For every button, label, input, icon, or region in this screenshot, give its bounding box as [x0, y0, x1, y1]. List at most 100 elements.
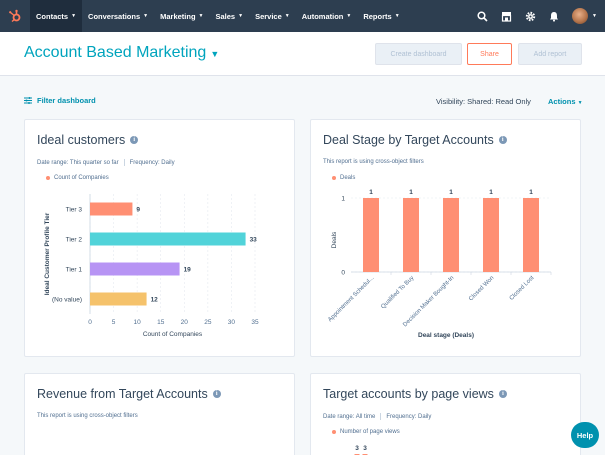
- visibility-status[interactable]: Visibility: Shared: Read Only: [436, 97, 531, 106]
- chevron-down-icon: ▼: [284, 13, 290, 19]
- data-label: 19: [184, 267, 192, 274]
- x-tick-label: Appointment Schedul...: [327, 275, 375, 323]
- legend-label: Number of page views: [340, 429, 400, 435]
- data-label: 33: [250, 237, 258, 244]
- date-range: Date range: All time: [323, 414, 376, 421]
- nav-item-sales[interactable]: Sales ▼: [210, 0, 250, 32]
- data-label: 3: [355, 445, 359, 452]
- data-label: 1: [489, 189, 493, 196]
- x-axis-label: Count of Companies: [143, 331, 203, 338]
- caret-down-icon[interactable]: ▼: [210, 49, 220, 59]
- marketplace-icon[interactable]: [494, 0, 518, 32]
- data-label: 1: [529, 189, 533, 196]
- create-dashboard-button[interactable]: Create dashboard: [375, 43, 462, 65]
- chart-legend: Number of page views: [332, 429, 400, 435]
- report-title-label: Deal Stage by Target Accounts: [323, 133, 494, 147]
- report-card-ideal-customers: Ideal customers i Date range: This quarte…: [24, 119, 295, 357]
- top-navigation: Contacts ▼ Conversations ▼ Marketing ▼ Sales ▼ S…: [0, 0, 605, 32]
- bar: [403, 198, 419, 272]
- bar: [523, 198, 539, 272]
- legend-dot: [46, 176, 50, 180]
- report-title-label: Ideal customers: [37, 133, 126, 147]
- chevron-down-icon: ▼: [577, 100, 583, 106]
- bar: [90, 262, 180, 276]
- nav-item-label: Automation: [301, 11, 344, 21]
- nav-item-service[interactable]: Service ▼: [249, 0, 296, 32]
- filter-dashboard-button[interactable]: Filter dashboard: [24, 96, 96, 105]
- info-icon[interactable]: i: [498, 390, 507, 398]
- nav-item-automation[interactable]: Automation ▼: [296, 0, 358, 32]
- y-tick-label: 1: [341, 196, 345, 203]
- deal-stage-chart: 0 1 1 Appointment Schedul... 1 Qualified To B…: [327, 189, 552, 339]
- x-tick-label: 5: [112, 319, 116, 326]
- report-meta: Date range: This quarter so far Frequency…: [37, 159, 175, 166]
- info-icon[interactable]: i: [212, 390, 221, 398]
- page-views-chart: 333: [354, 445, 368, 455]
- x-tick-label: 35: [251, 319, 259, 326]
- nav-item-marketing[interactable]: Marketing ▼: [154, 0, 209, 32]
- nav-item-label: Contacts: [36, 11, 69, 21]
- filter-dashboard-label: Filter dashboard: [37, 96, 96, 105]
- nav-item-label: Conversations: [88, 11, 141, 21]
- x-tick-label: 25: [204, 319, 212, 326]
- nav-item-label: Service: [255, 11, 282, 21]
- nav-item-reports[interactable]: Reports ▼: [357, 0, 405, 32]
- frequency: Frequency: Daily: [386, 414, 432, 421]
- account-menu[interactable]: ▼: [566, 0, 605, 32]
- chevron-down-icon: ▼: [592, 13, 597, 19]
- data-label: 1: [369, 189, 373, 196]
- bar: [90, 292, 147, 306]
- bar: [443, 198, 459, 272]
- y-axis-label: Deals: [331, 231, 338, 248]
- hubspot-logo-icon[interactable]: [0, 0, 30, 32]
- notifications-icon[interactable]: [542, 0, 566, 32]
- bar: [90, 202, 133, 216]
- avatar[interactable]: [572, 8, 589, 24]
- y-tick-label: Tier 3: [66, 207, 83, 214]
- report-title[interactable]: Target accounts by page views i: [323, 387, 507, 401]
- filter-icon: [24, 97, 32, 104]
- data-label: 12: [151, 297, 159, 304]
- dashboard-title[interactable]: Account Based Marketing ▼: [24, 44, 219, 62]
- help-button[interactable]: Help: [571, 422, 599, 448]
- bar: [363, 198, 379, 272]
- chart-legend: Count of Companies: [46, 175, 109, 181]
- report-title[interactable]: Revenue from Target Accounts i: [37, 387, 221, 401]
- report-title[interactable]: Ideal customers i: [37, 133, 139, 147]
- report-title[interactable]: Deal Stage by Target Accounts i: [323, 133, 507, 147]
- share-button[interactable]: Share: [467, 43, 512, 65]
- cross-object-note: This report is using cross-object filter…: [37, 413, 138, 419]
- x-tick-label: Closed Won: [468, 275, 495, 302]
- report-card-deal-stage: Deal Stage by Target Accounts i This repo…: [310, 119, 581, 357]
- report-meta: Date range: All time Frequency: Daily: [323, 413, 431, 420]
- actions-label: Actions: [548, 97, 576, 106]
- dashboard-title-label: Account Based Marketing: [24, 44, 207, 61]
- y-axis-label: Ideal Customer Profile Tier: [44, 212, 51, 295]
- info-icon[interactable]: i: [498, 136, 507, 144]
- chevron-down-icon: ▼: [238, 13, 244, 19]
- data-label: 9: [136, 207, 140, 214]
- add-report-button[interactable]: Add report: [518, 43, 582, 65]
- chevron-down-icon: ▼: [198, 13, 204, 19]
- bar: [90, 232, 246, 246]
- nav-item-conversations[interactable]: Conversations ▼: [82, 0, 154, 32]
- x-tick-label: Closed Lost: [509, 275, 536, 302]
- nav-item-contacts[interactable]: Contacts ▼: [30, 0, 83, 32]
- cross-object-note: This report is using cross-object filter…: [323, 159, 424, 165]
- settings-icon[interactable]: [518, 0, 542, 32]
- chevron-down-icon: ▼: [71, 13, 77, 19]
- x-axis-label: Deal stage (Deals): [418, 332, 474, 339]
- info-icon[interactable]: i: [130, 136, 139, 144]
- frequency: Frequency: Daily: [129, 160, 175, 167]
- x-tick-label: 20: [181, 319, 189, 326]
- x-tick-label: Qualified To Buy: [380, 275, 415, 310]
- y-tick-label: (No value): [52, 297, 82, 304]
- bar: [483, 198, 499, 272]
- chevron-down-icon: ▼: [394, 13, 400, 19]
- data-label: 3: [363, 445, 367, 452]
- x-tick-label: 10: [134, 319, 142, 326]
- nav-item-label: Marketing: [160, 11, 196, 21]
- nav-item-label: Sales: [215, 11, 236, 21]
- search-icon[interactable]: [470, 0, 494, 32]
- actions-menu[interactable]: Actions ▼: [548, 97, 583, 106]
